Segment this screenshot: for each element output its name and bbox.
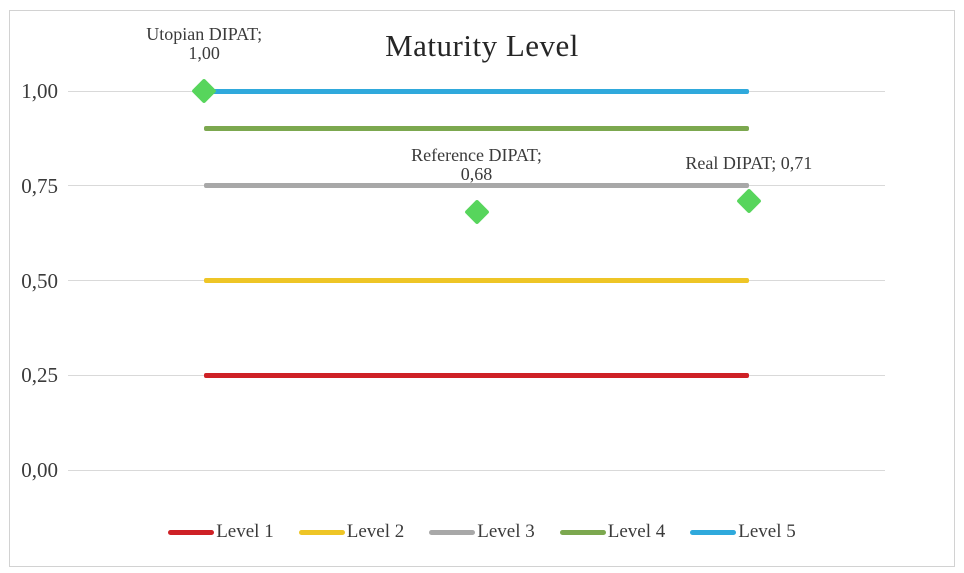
legend-swatch: [429, 529, 476, 535]
legend-item-level-4: Level 4: [559, 521, 666, 543]
data-label-utopian-dipat: Utopian DIPAT; 1,00: [146, 25, 262, 63]
series-line-level-1: [204, 372, 749, 378]
data-label-line: Real DIPAT; 0,71: [685, 152, 813, 173]
gridline: [68, 469, 885, 471]
legend-label: Level 1: [216, 521, 274, 542]
series-line-level-4: [204, 126, 749, 132]
data-label-real-dipat: Real DIPAT; 0,71: [685, 152, 813, 173]
y-axis-tick-label: 0,25: [21, 363, 58, 388]
series-line-level-2: [204, 278, 749, 283]
series-line-level-5: [204, 88, 749, 94]
y-axis-tick-label: 1,00: [21, 79, 58, 103]
y-axis-tick-label: 0,75: [21, 173, 58, 198]
legend-label: Level 3: [477, 521, 535, 542]
data-label-reference-dipat: Reference DIPAT; 0,68: [411, 146, 542, 184]
data-label-line: Utopian DIPAT;: [146, 24, 263, 44]
legend-label: Level 2: [346, 521, 405, 542]
legend-item-level-1: Level 1: [168, 521, 274, 543]
legend-swatch: [168, 529, 215, 535]
data-label-line: Reference DIPAT;: [411, 145, 542, 166]
legend-item-level-2: Level 2: [298, 521, 405, 543]
legend-item-level-3: Level 3: [429, 521, 535, 543]
legend-item-level-5: Level 5: [690, 521, 796, 543]
y-axis-tick-label: 0,00: [21, 458, 58, 482]
y-axis-tick-label: 0,50: [21, 268, 58, 293]
legend-swatch: [298, 529, 345, 535]
data-label-line: 1,00: [188, 43, 220, 63]
legend-label: Level 5: [738, 521, 796, 542]
chart-plot-frame: [9, 10, 955, 567]
legend-label: Level 4: [607, 521, 666, 542]
chart-title: Maturity Level: [385, 28, 579, 63]
data-label-line: 0,68: [460, 164, 493, 185]
legend: Level 1 Level 2 Level 3 Level 4 Level 5: [0, 519, 964, 545]
legend-swatch: [559, 529, 606, 535]
legend-swatch: [690, 529, 737, 535]
series-line-level-3: [204, 183, 749, 189]
